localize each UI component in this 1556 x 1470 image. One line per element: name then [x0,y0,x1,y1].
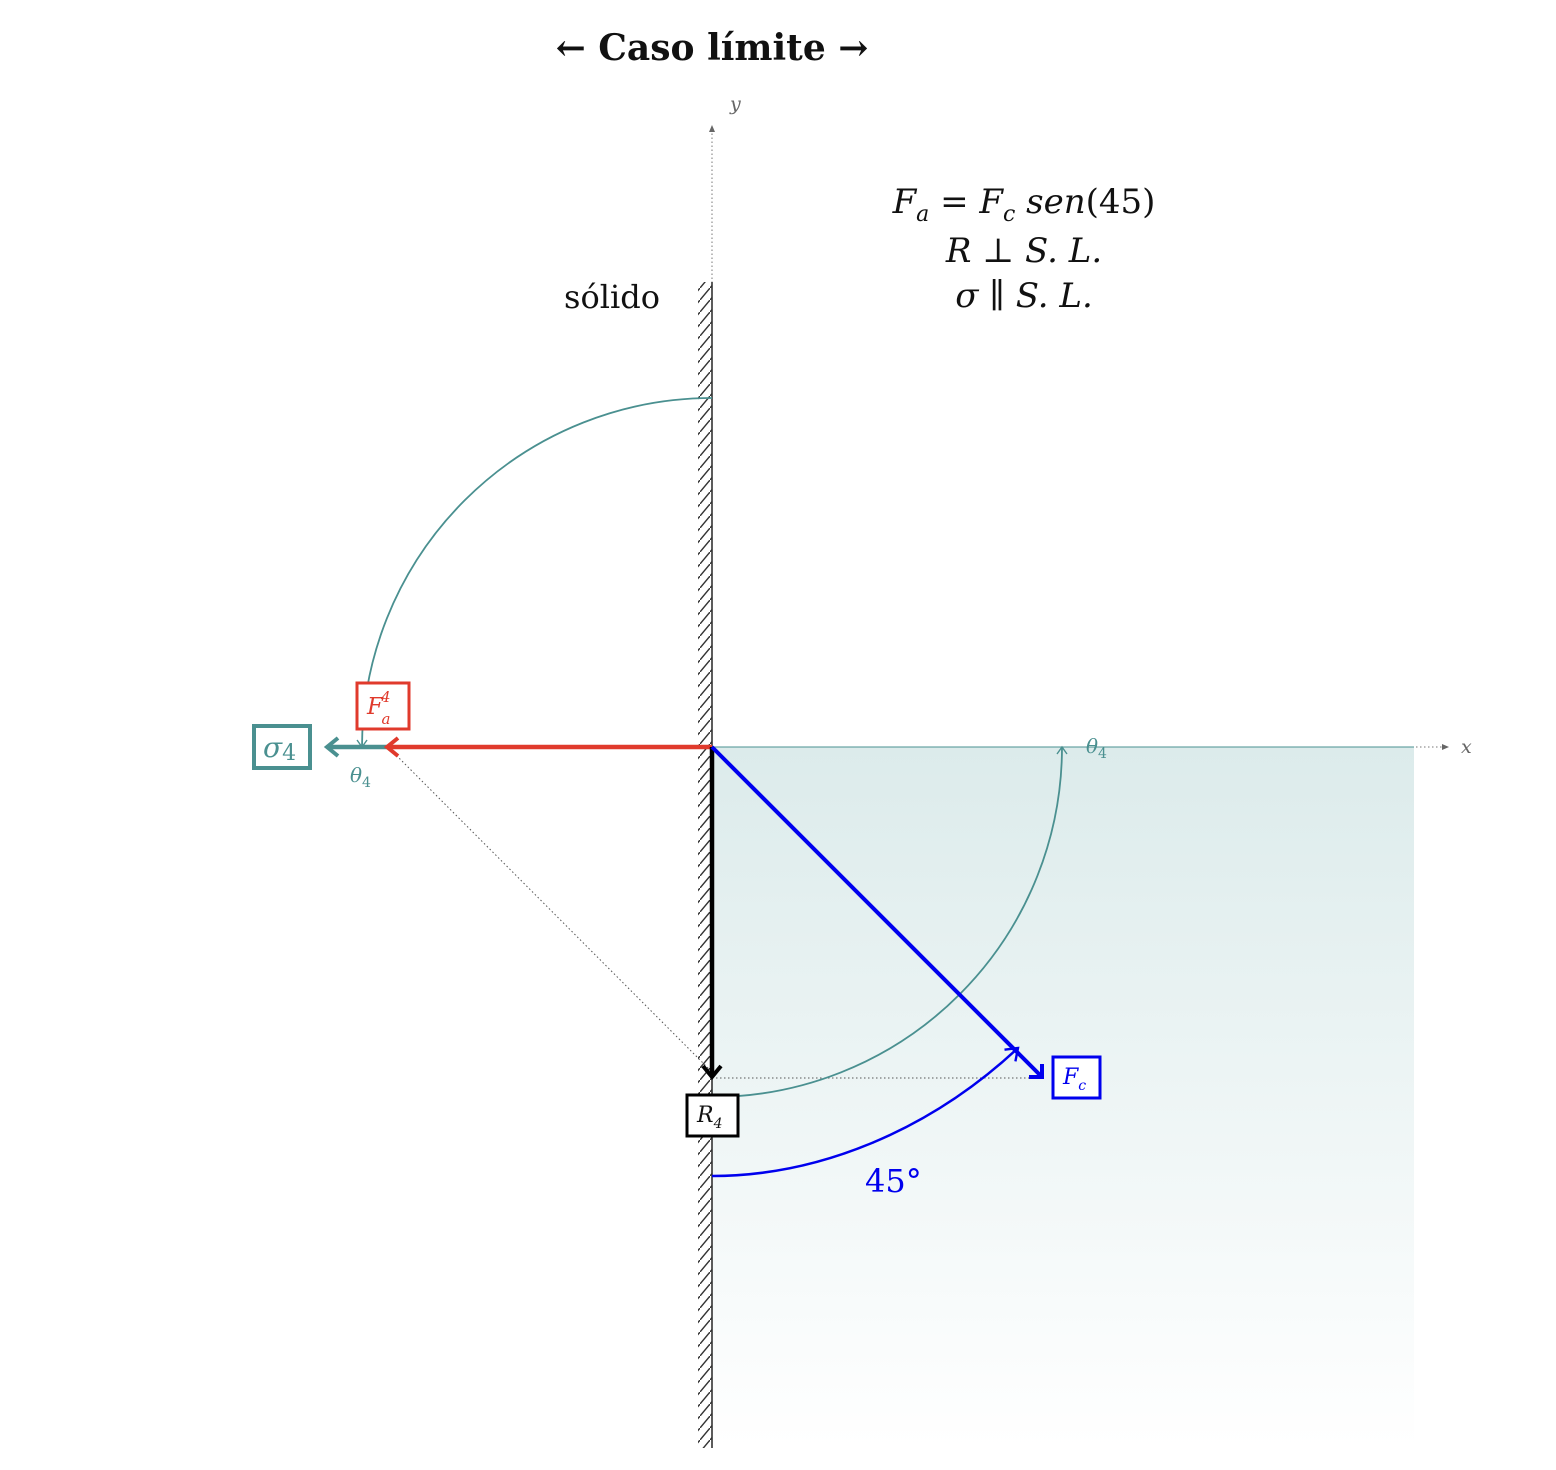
angle-label-45: 45° [865,1162,922,1200]
equation-sigma-parallel: σ ∥ S. L. [955,276,1093,316]
theta-arc-left [356,397,713,749]
fc-label: Fc [1062,1065,1086,1094]
construction-line-diagonal [387,746,713,1073]
angle-arc-45 [711,1046,1020,1178]
theta-label-left: θ4 [350,763,371,791]
fc-label-box [1051,1055,1102,1100]
r-label-box [685,1093,740,1138]
equation-fa-fc: Fa = Fc sen(45) [892,182,1156,227]
fa-arrowhead [383,736,400,758]
solid-wall-hatching [698,282,712,1448]
fa-label: F4 a [366,688,391,728]
r-arrowhead [701,1064,723,1081]
y-axis-label: y [729,93,741,115]
equation-r-perp: R ⊥ S. L. [945,231,1102,271]
theta-label-right: θ4 [1086,734,1107,762]
x-axis-label: x [1461,736,1472,758]
fc-vector [710,745,1042,1077]
r-label: R4 [696,1103,723,1132]
fa-label-box [355,681,411,731]
sigma-label-box [252,724,312,770]
sigma-label: σ4 [263,731,296,766]
diagram-title: ← Caso límite → [556,27,869,69]
fc-arrowhead [1029,1064,1044,1079]
solid-label: sólido [564,278,660,316]
sigma-arrowhead [323,736,340,758]
